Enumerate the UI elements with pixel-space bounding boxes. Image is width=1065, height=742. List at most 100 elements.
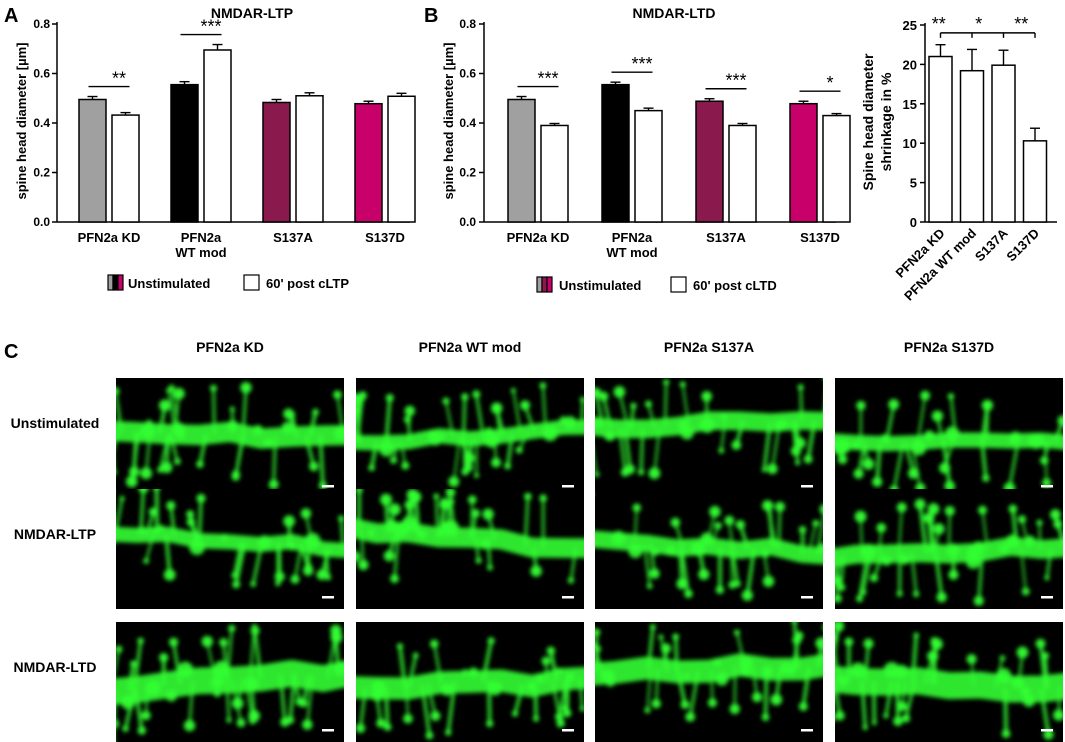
column-header: PFN2a S137D (904, 339, 994, 355)
bar-post (111, 114, 140, 223)
column-header: PFN2a KD (196, 339, 264, 355)
legend-swatch-mutant (117, 274, 124, 291)
y-tick-label: 0.6 (33, 67, 50, 81)
y-tick-label: 0.0 (33, 215, 50, 229)
y-tick-label: 0.8 (33, 17, 50, 31)
legend-item-unstimulated: Unstimulated (107, 274, 210, 291)
dendrite (835, 622, 1063, 740)
bar-post (728, 124, 757, 223)
y-tick-label: 0 (910, 215, 917, 230)
significance-stars: ** (112, 69, 126, 89)
scale-bar (801, 596, 813, 599)
dendrite (116, 381, 344, 490)
dendrite (356, 489, 584, 584)
micrograph-tile (356, 378, 584, 498)
chart-ltd: NMDAR-LTD spine head diameter [µm] 0.0 0… (441, 5, 851, 293)
x-category-label: PFN2a KD (78, 230, 141, 245)
bar-unstimulated (78, 98, 107, 223)
scale-bar (1041, 485, 1053, 488)
chart-title: NMDAR-LTD (633, 5, 716, 21)
bar-post (540, 124, 569, 223)
x-category-label: S137D (365, 230, 405, 245)
legend-swatch-post (243, 274, 260, 291)
micrograph-tiles (116, 378, 1063, 742)
significance-stars: ** (1014, 14, 1028, 34)
bar-unstimulated (170, 83, 199, 223)
scale-bar (801, 729, 813, 732)
legend-swatch-wt (112, 274, 119, 291)
micrograph-tile (835, 622, 1063, 742)
dendrite (595, 378, 823, 480)
legend-item-unstimulated: Unstimulated (536, 276, 641, 293)
bar-unstimulated (507, 98, 536, 223)
y-axis-label: spine head diameter [µm] (441, 42, 456, 199)
legend-label: Unstimulated (128, 276, 210, 291)
scale-bar (322, 729, 334, 732)
scale-bar (1041, 729, 1053, 732)
scale-bar (562, 596, 574, 599)
scale-bar (322, 485, 334, 488)
x-category-label: S137A (273, 230, 313, 245)
scale-bar (562, 729, 574, 732)
panel-c-label: C (4, 341, 18, 363)
y-tick-labels: 0 5 10 15 20 25 (903, 18, 917, 230)
bar (991, 64, 1016, 223)
significance-stars: ** (932, 14, 946, 34)
y-tick-label: 0.8 (459, 17, 476, 31)
bar (1022, 140, 1048, 223)
legend: Unstimulated 60' post cLTD (536, 276, 777, 293)
legend-item-post: 60' post cLTP (243, 274, 349, 291)
x-category-label: S137A (706, 230, 746, 245)
y-tick-label: 10 (903, 136, 917, 151)
y-tick-label: 15 (903, 97, 917, 112)
dendrite (356, 637, 584, 740)
significance-stars: *** (537, 69, 558, 89)
legend-label: 60' post cLTD (693, 278, 777, 293)
micrograph-tile (835, 489, 1063, 609)
x-category-labels: PFN2a KD PFN2a WT mod S137A S137D (507, 230, 840, 260)
micrograph-tile (595, 489, 823, 609)
significance-stars: *** (200, 17, 221, 37)
bar-post (634, 109, 663, 223)
scale-bar (322, 596, 334, 599)
legend-swatch-wt (541, 276, 548, 293)
column-headers: PFN2a KD PFN2a WT mod PFN2a S137A PFN2a … (196, 339, 994, 355)
bar-unstimulated (695, 100, 724, 223)
legend-label: Unstimulated (559, 278, 641, 293)
micrograph-tile (356, 489, 584, 609)
x-category-label: S137D (800, 230, 840, 245)
x-category-label: PFN2a WT mod (175, 230, 226, 260)
dendrite (595, 622, 823, 722)
y-axis-label: spine head diameter [µm] (14, 42, 29, 199)
dendrite (116, 489, 344, 589)
y-tick-labels: 0.0 0.2 0.4 0.6 0.8 (33, 17, 50, 229)
chart-title: NMDAR-LTP (211, 5, 293, 21)
row-header: Unstimulated (11, 415, 100, 431)
bar-unstimulated (789, 102, 818, 223)
y-tick-label: 20 (903, 57, 917, 72)
micrograph-tile (116, 378, 344, 498)
x-category-label: PFN2a WT mod (606, 230, 657, 260)
row-headers: Unstimulated NMDAR-LTP NMDAR-LTD (11, 415, 100, 675)
significance-labels: *** *** *** * (537, 54, 833, 93)
legend-item-post: 60' post cLTD (670, 276, 777, 293)
micrograph-tile (116, 622, 344, 742)
micrograph-tile (116, 489, 344, 609)
bar-post (295, 95, 324, 223)
column-header: PFN2a WT mod (419, 339, 522, 355)
bar (928, 55, 953, 223)
row-header: NMDAR-LTP (14, 526, 96, 542)
scale-bar (801, 485, 813, 488)
bar-post (822, 114, 851, 223)
y-axis-label: Spine head diameter shrinkage in % (860, 53, 894, 190)
significance-stars: * (826, 73, 833, 93)
bar-post (203, 49, 232, 223)
y-tick-labels: 0.0 0.2 0.4 0.6 0.8 (459, 17, 476, 229)
dendrite (595, 500, 823, 601)
scale-bar (562, 485, 574, 488)
bar-unstimulated (262, 101, 291, 223)
dendrite (356, 382, 584, 488)
y-tick-label: 5 (910, 176, 917, 191)
y-tick-label: 0.2 (33, 166, 50, 180)
significance-stars: *** (725, 71, 746, 91)
